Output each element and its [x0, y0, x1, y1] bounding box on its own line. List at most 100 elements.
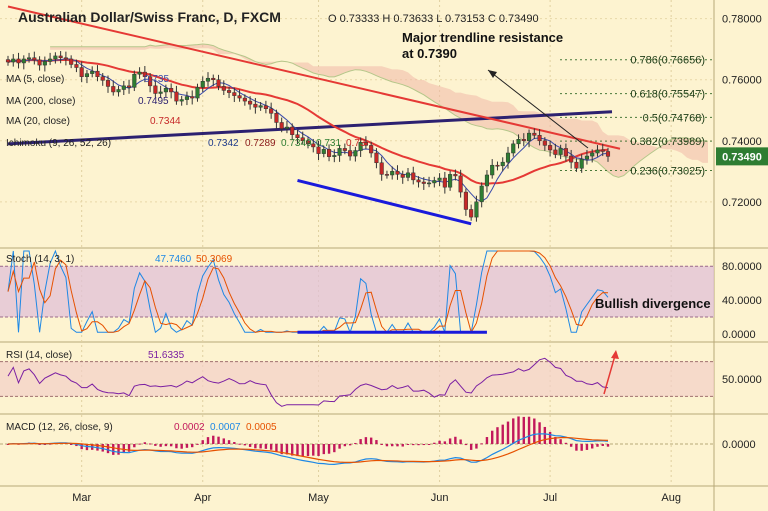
macd-hist-bar-26	[143, 442, 147, 444]
ichimoku-value-5: 0.73	[346, 138, 366, 149]
candle-body-102	[542, 140, 547, 146]
candle-body-43	[232, 92, 237, 96]
candle-body-14	[79, 67, 84, 77]
candle-body-13	[74, 64, 79, 68]
macd-hist-bar-81	[433, 442, 436, 444]
macd-hist-bar-80	[427, 444, 431, 445]
macd-hist-bar-74	[396, 444, 399, 447]
candle-body-86	[458, 175, 463, 193]
candle-body-3	[21, 58, 26, 64]
candle-body-38	[205, 77, 211, 82]
macd-hist-bar-40	[217, 436, 220, 444]
candle-body-113	[600, 149, 605, 152]
candle-body-49	[263, 105, 268, 109]
candle-body-8	[48, 58, 53, 62]
candle-body-105	[558, 148, 563, 155]
macd-hist-bar-79	[422, 444, 425, 446]
candle-body-0	[5, 59, 11, 63]
candle-body-55	[295, 134, 300, 138]
candle-body-17	[95, 70, 100, 77]
candle-body-12	[69, 58, 74, 65]
candle-body-99	[527, 132, 532, 142]
macd-hist-bar-95	[506, 421, 510, 444]
candle-body-40	[216, 79, 221, 87]
candle-body-21	[116, 89, 121, 93]
macd-hist-bar-109	[580, 444, 583, 451]
ichimoku-value-3: 0.7349	[281, 138, 312, 149]
candle-body-111	[590, 152, 595, 157]
macd-value-1: 0.0002	[174, 422, 205, 433]
candle-body-50	[269, 108, 274, 114]
macd-hist-bar-54	[291, 444, 294, 456]
candle-body-89	[474, 201, 479, 218]
fib-label-4: 0.236(0.73025)	[630, 166, 705, 178]
candle-body-68	[363, 142, 368, 146]
candle-body-35	[190, 96, 195, 99]
candle-body-11	[63, 57, 68, 60]
macd-hist-bar-67	[359, 439, 362, 444]
ichimoku-value-2: 0.7289	[245, 138, 276, 149]
candle-body-63	[337, 148, 342, 156]
macd-hist-bar-114	[606, 444, 610, 447]
y-tick-label-2: 0.74000	[722, 136, 762, 148]
macd-hist-bar-104	[554, 436, 557, 444]
macd-hist-bar-71	[380, 444, 383, 445]
macd-hist-bar-64	[343, 444, 347, 447]
candle-body-65	[348, 150, 353, 157]
ma5-value: 0.735	[144, 74, 169, 85]
stoch-label: Stoch (14, 3, 1)	[6, 254, 74, 265]
macd-hist-bar-14	[80, 444, 83, 450]
candle-body-79	[421, 181, 426, 184]
candle-body-16	[90, 70, 95, 74]
macd-hist-bar-41	[222, 438, 225, 444]
candle-body-76	[405, 172, 411, 178]
ohlc-readout: O 0.73333 H 0.73633 L 0.73153 C 0.73490	[328, 13, 539, 25]
candle-body-78	[416, 179, 421, 183]
x-tick-label-1: Apr	[194, 492, 211, 504]
candle-body-53	[284, 126, 289, 129]
macd-hist-bar-101	[538, 422, 541, 444]
macd-label: MACD (12, 26, close, 9)	[6, 422, 113, 433]
candle-body-73	[390, 171, 395, 176]
candle-body-44	[237, 95, 242, 99]
x-tick-label-2: May	[308, 492, 329, 504]
candle-body-33	[179, 99, 184, 102]
macd-line	[7, 433, 609, 466]
rsi-line	[7, 357, 609, 407]
candle-body-58	[311, 143, 316, 148]
candle-body-22	[121, 85, 126, 90]
rsi-up-arrowhead	[611, 350, 619, 359]
rsi-label: RSI (14, close)	[6, 350, 72, 361]
candle-body-26	[142, 71, 147, 77]
macd-hist-bar-46	[248, 444, 252, 447]
stoch-tick-0: 80.0000	[722, 261, 762, 273]
candle-body-85	[453, 174, 458, 177]
resistance-annotation: Major trendline resistance	[402, 30, 563, 45]
candle-body-4	[27, 57, 32, 60]
ichimoku-value-4: 0.731	[316, 138, 341, 149]
rsi-up-arrow	[603, 351, 617, 395]
macd-hist-bar-84	[448, 438, 452, 444]
macd-tick-0: 0.0000	[722, 439, 756, 451]
macd-hist-bar-73	[391, 444, 394, 447]
ma5-label: MA (5, close)	[6, 74, 64, 85]
x-tick-label-0: Mar	[72, 492, 91, 504]
candle-body-108	[574, 161, 579, 169]
macd-hist-bar-24	[133, 444, 136, 448]
candle-body-47	[253, 103, 258, 108]
candle-body-18	[100, 76, 105, 81]
macd-hist-bar-33	[180, 444, 183, 449]
macd-hist-bar-34	[185, 444, 189, 448]
candle-body-90	[479, 185, 484, 203]
y-tick-label-3: 0.72000	[722, 197, 762, 209]
macd-hist-bar-58	[312, 444, 315, 456]
chart-title: Australian Dollar/Swiss Franc, D, FXCM	[18, 9, 281, 25]
price-badge-text: 0.73490	[722, 151, 762, 163]
macd-hist-bar-57	[306, 444, 310, 457]
candle-body-104	[553, 149, 558, 155]
candle-body-71	[379, 162, 384, 175]
stoch-k-value: 47.7460	[155, 254, 192, 265]
divergence-annotation: Bullish divergence	[595, 296, 711, 311]
macd-hist-bar-6	[38, 444, 41, 445]
macd-hist-bar-86	[459, 439, 462, 444]
